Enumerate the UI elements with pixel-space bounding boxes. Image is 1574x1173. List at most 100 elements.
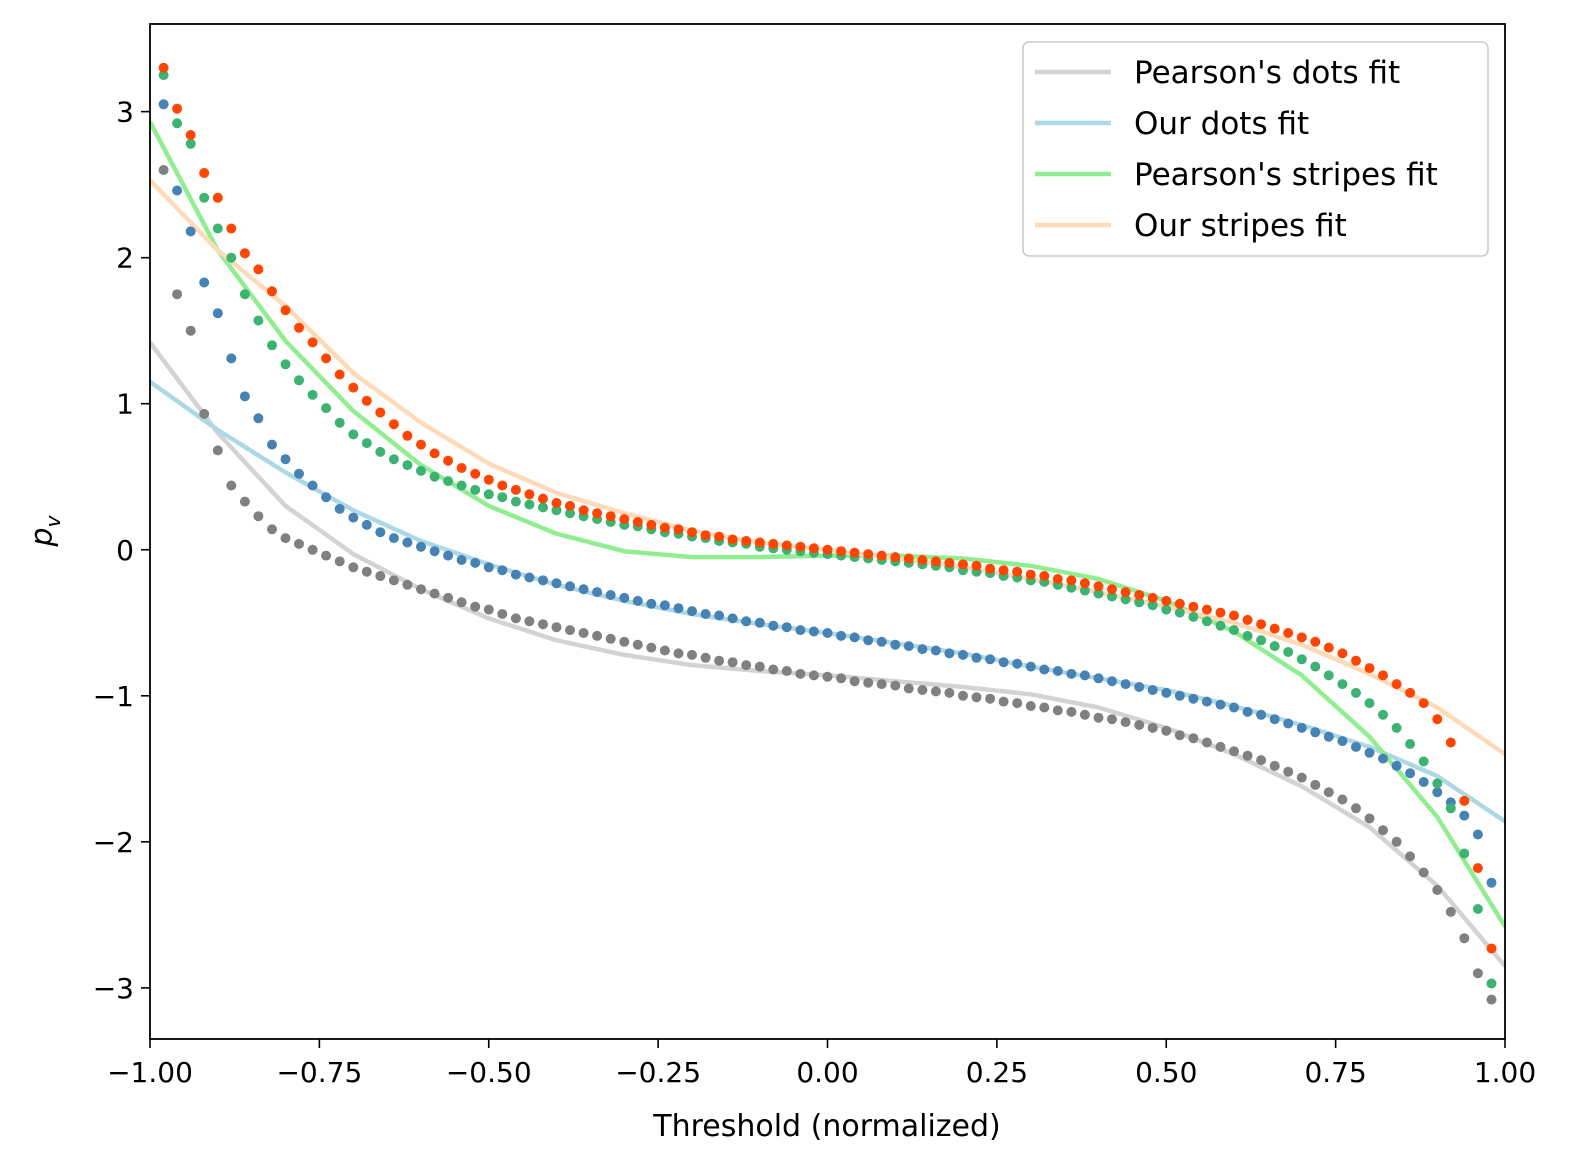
data-point [1472,968,1483,979]
data-point [673,524,684,535]
data-point [483,489,494,500]
x-tick-label: 0.50 [1135,1056,1197,1089]
data-point [971,692,982,703]
data-point [239,289,250,300]
data-point [239,496,250,507]
data-point [1486,994,1497,1005]
data-point [808,670,819,681]
data-point [510,484,521,495]
data-point [1012,698,1023,709]
data-point [1079,709,1090,720]
data-point [944,557,955,568]
data-point [1215,607,1226,618]
data-point [212,308,223,319]
data-point [470,468,481,479]
data-point [1147,722,1158,733]
data-point [1296,654,1307,665]
data-point [1378,670,1388,681]
data-point [1310,636,1321,647]
data-point [1215,620,1226,631]
data-point [158,165,169,175]
data-point [1269,641,1280,652]
data-point [673,648,684,659]
data-point [361,566,372,577]
data-point [212,445,223,456]
data-point [1093,581,1104,592]
x-axis-label: Threshold (normalized) [652,1109,1001,1144]
x-tick-label: 0.25 [966,1056,1028,1089]
data-point [781,666,792,676]
x-tick-label: −1.00 [107,1056,193,1089]
data-point [849,632,860,643]
data-point [727,613,738,624]
data-point [754,617,765,628]
y-tick-label: −2 [93,826,134,859]
data-point [172,185,183,196]
data-point [903,641,914,652]
data-point [754,661,765,672]
data-point [185,325,196,336]
data-point [1351,655,1361,666]
data-point [1405,687,1416,698]
data-point [768,620,779,631]
data-point [416,541,426,552]
data-point [185,130,196,140]
data-point [524,616,535,627]
data-point [741,616,752,627]
data-point [1445,803,1456,814]
data-point [470,601,481,612]
data-point [565,500,575,511]
y-tick-label: 2 [116,242,134,275]
legend-item: Pearson's dots fit [1035,55,1400,91]
data-point [632,517,643,527]
data-point [1269,760,1280,771]
data-point [890,552,901,563]
data-point [470,484,481,495]
data-point [321,492,332,503]
data-point [375,527,386,538]
data-point [402,430,413,441]
data-point [524,499,535,510]
data-point [361,395,372,406]
data-point [1472,829,1483,840]
data-point [348,429,359,440]
data-point [429,588,440,599]
data-point [1337,648,1348,659]
data-point [714,655,725,666]
data-point [1161,725,1172,736]
data-point [1174,598,1185,609]
data-point [1337,679,1348,690]
data-point [944,648,955,659]
data-point [876,679,887,690]
data-point [1066,582,1077,593]
data-point [849,676,860,687]
data-point [1120,679,1131,690]
data-point [1310,727,1321,738]
data-point [1378,709,1388,720]
data-point [1364,663,1375,674]
data-point [267,286,277,297]
data-point [172,118,183,129]
data-point [714,610,725,621]
data-point [1391,836,1402,847]
data-point [158,99,169,110]
data-point [930,686,941,697]
data-point [307,337,318,348]
data-point [294,375,304,386]
data-point [1445,737,1456,748]
data-point [1052,705,1063,716]
data-point [388,575,399,586]
data-point [1066,668,1077,679]
data-point [1459,810,1470,821]
data-point [795,668,806,679]
data-point [239,391,250,402]
legend-item: Our dots fit [1035,106,1309,142]
x-tick-label: −0.75 [276,1056,362,1089]
data-point [226,353,237,364]
data-point [836,546,847,557]
data-point [1323,787,1334,798]
data-point [1107,584,1117,595]
data-point [334,556,345,567]
data-point [510,569,521,580]
data-point [917,555,928,565]
